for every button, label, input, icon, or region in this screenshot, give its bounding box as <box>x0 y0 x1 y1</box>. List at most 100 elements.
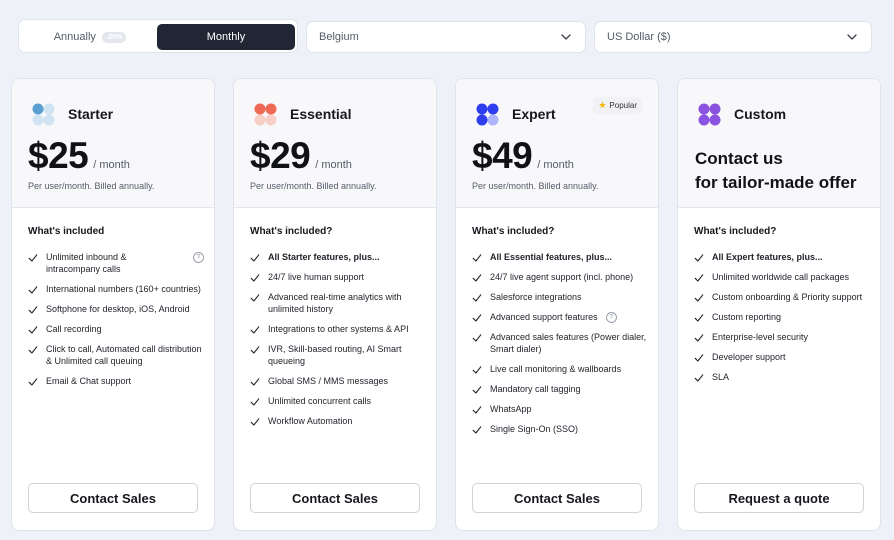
essential-plan-icon <box>254 103 277 126</box>
check-icon <box>28 305 38 315</box>
feature-item: International numbers (160+ countries) <box>28 283 204 295</box>
check-icon <box>250 377 260 387</box>
star-icon: ★ <box>598 100 607 110</box>
check-icon <box>472 313 482 323</box>
popular-label: Popular <box>609 101 637 110</box>
check-icon <box>694 273 704 283</box>
billing-note: Per user/month. Billed annually. <box>472 181 599 191</box>
currency-select[interactable]: US Dollar ($) <box>594 21 872 53</box>
expert-plan-icon <box>476 103 499 126</box>
plan-price: $29 <box>250 135 311 176</box>
feature-item: SLA <box>694 371 870 383</box>
feature-text: Call recording <box>46 324 102 334</box>
feature-item: 24/7 live human support <box>250 271 426 283</box>
feature-text: All Starter features, plus... <box>268 252 380 262</box>
feature-item: Unlimited worldwide call packages <box>694 271 870 283</box>
custom-offer-text: Contact us for tailor-made offer <box>695 147 857 195</box>
feature-text: Salesforce integrations <box>490 292 582 302</box>
feature-item: Workflow Automation <box>250 415 426 427</box>
check-icon <box>250 253 260 263</box>
billing-note: Per user/month. Billed annually. <box>28 181 155 191</box>
check-icon <box>694 293 704 303</box>
check-icon <box>250 273 260 283</box>
country-select[interactable]: Belgium <box>306 21 586 53</box>
request-quote-button[interactable]: Request a quote <box>694 483 864 513</box>
feature-item: Click to call, Automated call distributi… <box>28 343 204 367</box>
check-icon <box>250 293 260 303</box>
feature-text: Unlimited inbound & intracompany calls <box>46 252 127 274</box>
contact-sales-button[interactable]: Contact Sales <box>472 483 642 513</box>
feature-item: Live call monitoring & wallboards <box>472 363 648 375</box>
plan-card-starter: Starter $25 / month Per user/month. Bill… <box>11 78 215 531</box>
check-icon <box>472 333 482 343</box>
feature-item: Call recording <box>28 323 204 335</box>
feature-item: IVR, Skill-based routing, AI Smart queue… <box>250 343 426 367</box>
feature-text: Softphone for desktop, iOS, Android <box>46 304 190 314</box>
feature-item: Advanced real-time analytics with unlimi… <box>250 291 426 315</box>
plan-name: Custom <box>734 106 787 122</box>
included-title: What's included <box>28 226 105 237</box>
check-icon <box>694 373 704 383</box>
plan-name: Expert <box>512 106 556 122</box>
feature-item: Custom onboarding & Priority support <box>694 291 870 303</box>
feature-text: Mandatory call tagging <box>490 384 581 394</box>
feature-text: WhatsApp <box>490 404 532 414</box>
check-icon <box>28 377 38 387</box>
check-icon <box>472 293 482 303</box>
feature-text: Unlimited concurrent calls <box>268 396 372 406</box>
plan-header: Essential $29 / month Per user/month. Bi… <box>234 79 436 208</box>
plan-card-custom: Custom Contact us for tailor-made offer … <box>677 78 881 531</box>
check-icon <box>472 405 482 415</box>
plan-price: $49 <box>472 135 533 176</box>
feature-text: Developer support <box>712 352 786 362</box>
plan-period: / month <box>93 159 130 171</box>
feature-list: All Essential features, plus... 24/7 liv… <box>472 251 648 443</box>
plan-name: Essential <box>290 106 352 122</box>
feature-item: Integrations to other systems & API <box>250 323 426 335</box>
feature-text: Integrations to other systems & API <box>268 324 409 334</box>
plan-card-essential: Essential $29 / month Per user/month. Bi… <box>233 78 437 531</box>
plan-header: Starter $25 / month Per user/month. Bill… <box>12 79 214 208</box>
plan-period: / month <box>315 159 352 171</box>
feature-text: 24/7 live human support <box>268 272 365 282</box>
feature-text: Email & Chat support <box>46 376 132 386</box>
feature-item: Custom reporting <box>694 311 870 323</box>
annual-discount-badge: -20% <box>101 31 127 43</box>
popular-badge: ★ Popular <box>593 97 642 114</box>
annual-option[interactable]: Annually -20% <box>21 24 159 50</box>
plan-header: Expert ★ Popular $49 / month Per user/mo… <box>456 79 658 208</box>
feature-item: All Expert features, plus... <box>694 251 870 263</box>
feature-text: All Expert features, plus... <box>712 252 823 262</box>
check-icon <box>28 285 38 295</box>
check-icon <box>250 397 260 407</box>
plan-price: $25 <box>28 135 89 176</box>
info-icon[interactable]: ? <box>605 312 617 323</box>
chevron-down-icon <box>845 30 859 44</box>
starter-plan-icon <box>32 103 55 126</box>
feature-item: All Essential features, plus... <box>472 251 648 263</box>
check-icon <box>694 253 704 263</box>
feature-text: Custom onboarding & Priority support <box>712 292 863 302</box>
feature-list: All Starter features, plus... 24/7 live … <box>250 251 426 435</box>
contact-sales-button[interactable]: Contact Sales <box>28 483 198 513</box>
monthly-option[interactable]: Monthly <box>157 24 295 50</box>
feature-list: All Expert features, plus... Unlimited w… <box>694 251 870 391</box>
check-icon <box>472 273 482 283</box>
feature-text: Enterprise-level security <box>712 332 809 342</box>
info-icon[interactable]: ? <box>193 252 204 263</box>
feature-text: All Essential features, plus... <box>490 252 613 262</box>
billing-toggle: Annually -20% Monthly <box>18 19 298 53</box>
chevron-down-icon <box>559 30 573 44</box>
contact-sales-button[interactable]: Contact Sales <box>250 483 420 513</box>
feature-text: Workflow Automation <box>268 416 353 426</box>
feature-item: Advanced support features ? <box>472 311 648 323</box>
feature-text: Advanced sales features (Power dialer, S… <box>490 332 647 354</box>
plan-card-expert: Expert ★ Popular $49 / month Per user/mo… <box>455 78 659 531</box>
feature-item: Email & Chat support <box>28 375 204 387</box>
country-select-value: Belgium <box>319 31 359 43</box>
feature-text: Advanced real-time analytics with unlimi… <box>268 292 402 314</box>
currency-select-value: US Dollar ($) <box>607 31 671 43</box>
pricing-controls: Annually -20% Monthly Belgium US Dollar … <box>18 19 874 55</box>
feature-text: Click to call, Automated call distributi… <box>46 344 202 366</box>
feature-text: SLA <box>712 372 730 382</box>
